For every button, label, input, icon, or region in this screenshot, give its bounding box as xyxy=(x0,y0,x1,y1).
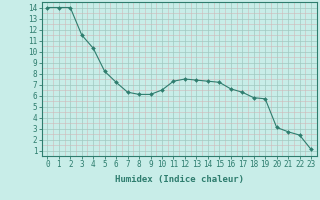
X-axis label: Humidex (Indice chaleur): Humidex (Indice chaleur) xyxy=(115,175,244,184)
